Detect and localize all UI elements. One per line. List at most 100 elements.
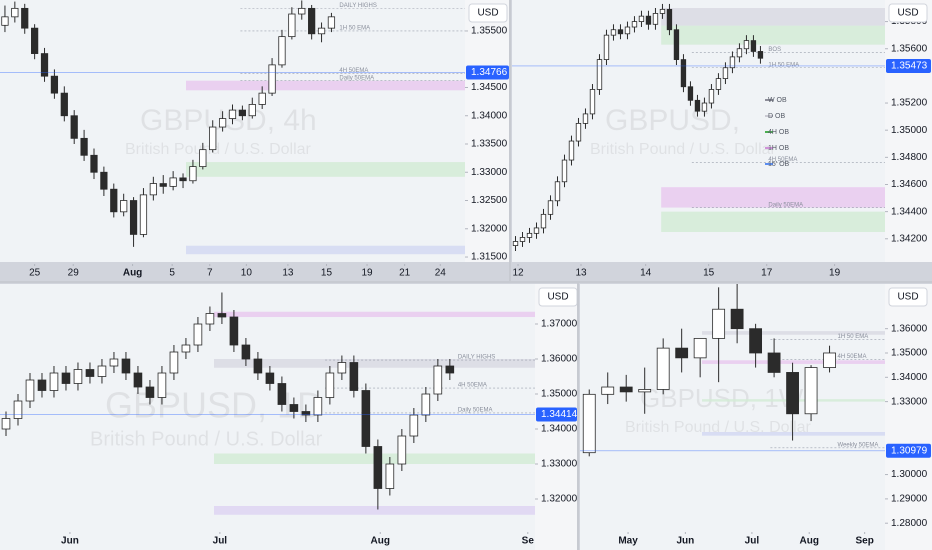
candle-body [205, 313, 215, 325]
annotation-text: 1H 50 EMA [339, 26, 370, 32]
zone [214, 311, 535, 318]
candle-body [694, 99, 701, 112]
candle-body [253, 358, 263, 374]
candle-body [568, 140, 575, 161]
x-tick-label: Sep [855, 536, 873, 547]
candle-body [80, 137, 88, 156]
annotation-text: 4H 50EMA [838, 354, 867, 360]
candle-body [547, 200, 554, 215]
candle-body [575, 122, 582, 142]
candle-body [750, 40, 757, 52]
plot: GBPUSD, 4h British Pound / U.S. Dollar DAI… [1, 0, 465, 255]
annotation-text: DAILY HIGHS [339, 3, 376, 9]
candle-body [13, 400, 23, 419]
candle-body [313, 397, 323, 416]
candle-body [540, 213, 547, 229]
x-tick-label: 13 [575, 268, 587, 279]
candle-body [421, 393, 431, 416]
annotation-text: Daily 50EMA [458, 407, 493, 413]
x-tick-label: 24 [435, 268, 447, 279]
candle-body [110, 188, 118, 213]
zone [661, 25, 885, 45]
candle-body [60, 92, 68, 117]
candle-body [666, 8, 673, 31]
candle-body [288, 13, 296, 38]
y-tick-label: 1.33500 [471, 139, 508, 150]
currency-label: USD [547, 292, 568, 303]
candle-body [179, 177, 187, 182]
x-tick-label: 5 [169, 268, 175, 279]
candle-body [561, 159, 568, 183]
x-tick-label: Jul [745, 536, 760, 547]
y-tick-label: 1.34800 [891, 152, 928, 163]
x-tick-label: 29 [68, 268, 80, 279]
candle-body [610, 29, 617, 36]
candle-body [638, 389, 652, 393]
last-price-box [886, 58, 931, 73]
candle-body [129, 200, 138, 235]
currency-box [888, 3, 928, 23]
x-tick-label: 12 [512, 268, 524, 279]
y-tick-label: 1.34600 [891, 179, 928, 190]
candle-body [701, 102, 708, 112]
x-tick-label: Jun [676, 536, 694, 547]
candle-body [301, 411, 311, 416]
currency-label: USD [897, 8, 918, 19]
candle-body [656, 347, 670, 390]
x-tick-label: 21 [399, 268, 411, 279]
x-tick-label: Jul [213, 536, 228, 547]
candle-body [409, 414, 419, 437]
candle-body [217, 313, 227, 318]
annotation-text: 4H 50EMA [458, 383, 487, 389]
candle-body [133, 372, 143, 388]
candle-body [804, 367, 818, 415]
candle-body [823, 352, 836, 368]
y-tick-label: 1.34400 [891, 206, 928, 217]
y-tick-label: 1.34000 [891, 372, 928, 383]
last-price-box [466, 65, 509, 80]
candle-body [582, 113, 589, 124]
candle-body [736, 48, 743, 58]
candle-body [97, 365, 107, 377]
candle-body [238, 109, 247, 117]
candle-body [317, 27, 326, 35]
y-tick-label: 1.35200 [891, 98, 928, 109]
candle-body [638, 15, 645, 22]
y-tick-label: 1.35600 [891, 43, 928, 54]
currency-label: USD [897, 292, 918, 303]
last-price-label: 1.30979 [891, 445, 928, 456]
annotation-text: 1H 50 EMA [768, 62, 799, 68]
y-tick-label: 1.28000 [891, 518, 928, 529]
y-tick-label: 1.35000 [891, 125, 928, 136]
y-tick-label: 1.36000 [541, 354, 578, 365]
candle-body [268, 64, 276, 94]
y-tick-label: 1.34000 [541, 424, 578, 435]
candle-body [596, 59, 603, 90]
y-tick-label: 1.34200 [891, 233, 928, 244]
x-tick-label: 15 [703, 268, 715, 279]
last-price-label: 1.34766 [471, 67, 508, 78]
candle-body [659, 8, 666, 14]
watermark-subtitle: British Pound / U.S. Dollar [625, 419, 812, 436]
legend-label: 15' OB [768, 161, 790, 168]
annotation-text: 1H 50 EMA [838, 334, 869, 340]
x-tick-label: Aug [799, 536, 818, 547]
candle-body [327, 16, 336, 29]
candle-body [603, 34, 610, 60]
candle-body [767, 352, 781, 373]
legend-label: 1H OB [768, 145, 789, 152]
candle-body [743, 40, 750, 50]
last-price-box [886, 443, 931, 458]
candle-body [193, 323, 203, 346]
candle-body [145, 386, 155, 398]
x-tick-label: 17 [761, 268, 773, 279]
candle-body [149, 183, 157, 196]
candle-body [85, 369, 95, 377]
axis-bg [885, 284, 932, 550]
candle-body [601, 386, 615, 395]
zone [702, 331, 885, 335]
candle-body [70, 115, 78, 139]
